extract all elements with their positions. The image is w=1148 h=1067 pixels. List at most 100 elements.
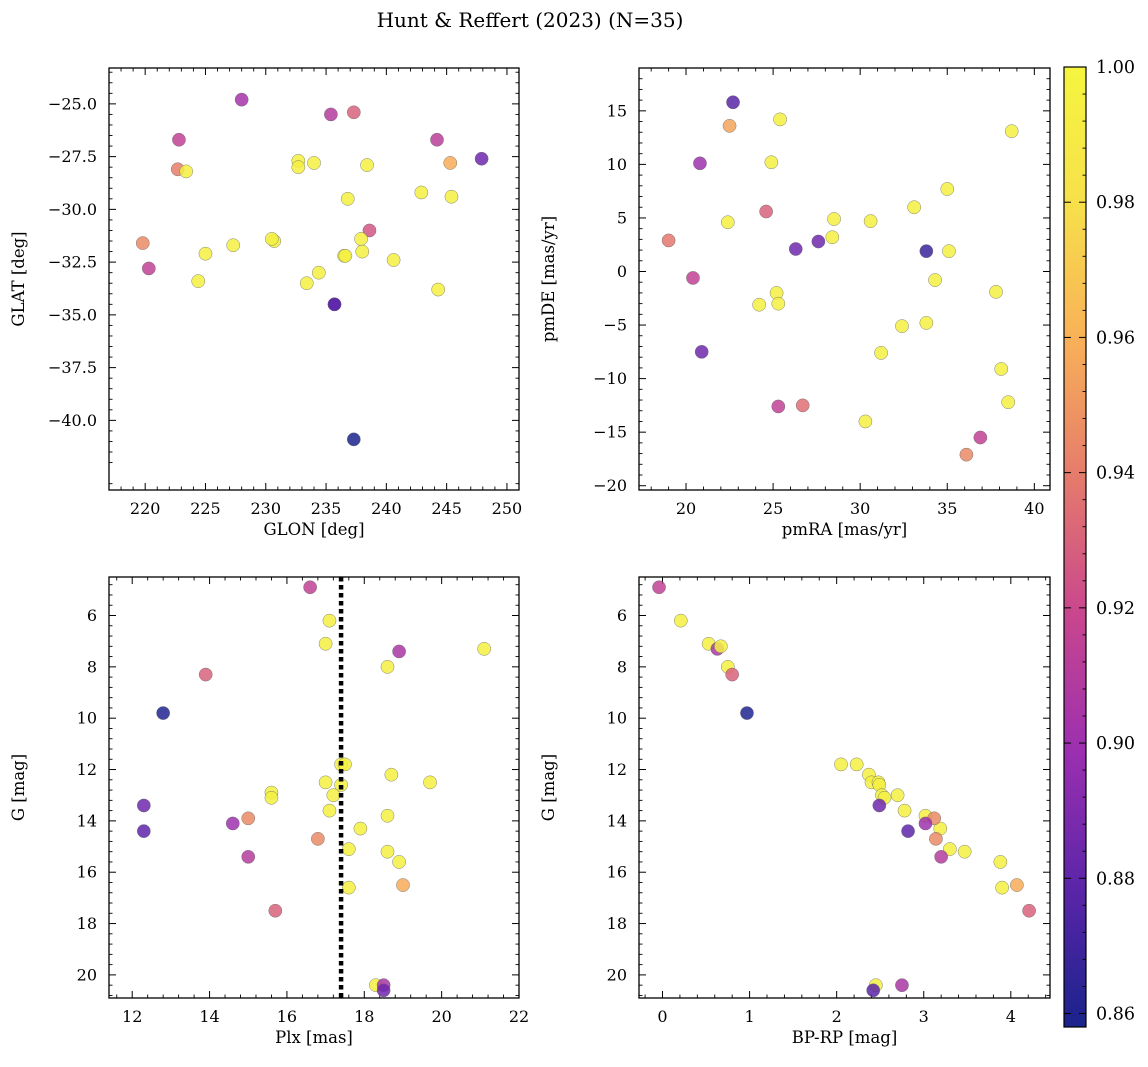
figure-title: Hunt & Reffert (2023) (N=35) bbox=[377, 8, 684, 32]
data-layer bbox=[661, 95, 1019, 462]
data-point bbox=[234, 92, 249, 107]
x-axis-label: Plx [mas] bbox=[275, 1028, 353, 1047]
data-point bbox=[740, 706, 754, 720]
x-tick-label: 12 bbox=[122, 1007, 142, 1026]
data-point bbox=[474, 151, 489, 166]
data-point bbox=[942, 244, 956, 259]
y-tick-label: −37.5 bbox=[48, 358, 97, 377]
y-tick-label: 15 bbox=[607, 101, 627, 120]
x-tick-label: 22 bbox=[509, 1007, 529, 1026]
y-tick-label: 18 bbox=[77, 914, 97, 933]
data-point bbox=[1004, 124, 1019, 139]
data-point bbox=[362, 223, 377, 238]
data-point bbox=[811, 234, 826, 249]
x-axis-label: GLON [deg] bbox=[263, 520, 364, 539]
data-point bbox=[380, 844, 395, 859]
data-point bbox=[866, 983, 881, 998]
data-point bbox=[307, 156, 321, 170]
x-tick-label: 16 bbox=[277, 1007, 297, 1026]
x-tick-label: 20 bbox=[676, 499, 696, 518]
x-tick-label: 245 bbox=[431, 499, 462, 518]
x-tick-label: 225 bbox=[190, 499, 221, 518]
data-point bbox=[327, 297, 342, 312]
data-point bbox=[324, 107, 338, 122]
data-point bbox=[355, 244, 370, 259]
y-tick-label: −20 bbox=[593, 476, 627, 495]
y-tick-label: 12 bbox=[607, 760, 627, 779]
data-point bbox=[386, 253, 401, 267]
data-point bbox=[989, 285, 1003, 299]
x-tick-label: 250 bbox=[492, 499, 523, 518]
y-tick-label: 16 bbox=[607, 863, 627, 882]
data-point bbox=[725, 667, 740, 682]
panel-pmra-pmde: 20 25 30 35 40 15 10 5 0 −5 −10 −15 −20 pmRA [mas/yr]… bbox=[539, 67, 1051, 539]
y-tick-label: −27.5 bbox=[48, 147, 97, 166]
y-axis-label: G [mag] bbox=[9, 754, 28, 821]
x-tick-label: 4 bbox=[1006, 1007, 1016, 1026]
data-point bbox=[135, 236, 150, 250]
x-tick-label: 220 bbox=[130, 499, 161, 518]
y-tick-label: −40.0 bbox=[48, 411, 97, 430]
data-point bbox=[136, 798, 151, 813]
data-point bbox=[929, 831, 943, 846]
data-point bbox=[380, 808, 395, 823]
data-point bbox=[652, 580, 666, 595]
x-tick-label: 230 bbox=[250, 499, 281, 518]
data-point bbox=[311, 265, 326, 280]
data-point bbox=[241, 849, 256, 864]
data-point bbox=[714, 639, 728, 654]
x-tick-label: 40 bbox=[1024, 499, 1044, 518]
data-point bbox=[907, 200, 922, 215]
data-point bbox=[346, 432, 361, 447]
data-point bbox=[957, 844, 972, 859]
y-tick-label: 10 bbox=[77, 709, 97, 728]
data-point bbox=[694, 344, 709, 359]
data-point bbox=[919, 316, 934, 330]
data-layer bbox=[136, 580, 492, 998]
data-point bbox=[341, 842, 356, 856]
y-tick-label: 5 bbox=[617, 208, 627, 227]
data-point bbox=[198, 667, 213, 682]
x-axis-label: BP-RP [mag] bbox=[792, 1028, 898, 1047]
data-point bbox=[849, 757, 864, 772]
data-point bbox=[396, 878, 410, 892]
x-tick-label: 25 bbox=[763, 499, 783, 518]
y-tick-label: −35.0 bbox=[48, 305, 97, 324]
data-point bbox=[995, 880, 1009, 895]
colorbar-tick-label: 0.92 bbox=[1096, 599, 1135, 619]
data-point bbox=[268, 903, 283, 918]
data-point bbox=[895, 319, 909, 333]
data-point bbox=[1010, 878, 1024, 892]
y-tick-label: 14 bbox=[77, 811, 97, 830]
data-point bbox=[322, 803, 337, 818]
data-point bbox=[444, 189, 459, 204]
data-point bbox=[179, 164, 194, 179]
data-point bbox=[764, 155, 779, 170]
data-point bbox=[198, 246, 213, 261]
data-point bbox=[722, 118, 737, 133]
axes-frame bbox=[108, 576, 520, 999]
data-point bbox=[318, 636, 333, 651]
y-tick-label: 20 bbox=[77, 965, 97, 984]
data-point bbox=[825, 230, 840, 245]
y-tick-label: 8 bbox=[617, 657, 627, 676]
y-tick-label: −15 bbox=[593, 423, 627, 442]
data-point bbox=[191, 274, 206, 288]
x-tick-label: 1 bbox=[744, 1007, 754, 1026]
y-axis-label: pmDE [mas/yr] bbox=[539, 216, 558, 342]
x-tick-label: 20 bbox=[431, 1007, 451, 1026]
data-point bbox=[863, 214, 878, 229]
colorbar: 0.86 0.88 0.90 0.92 0.94 0.96 0.98 1.00 bbox=[1063, 58, 1135, 1028]
data-point bbox=[303, 580, 317, 595]
data-point bbox=[673, 613, 688, 628]
x-axis-label: pmRA [mas/yr] bbox=[782, 520, 907, 539]
data-point bbox=[993, 855, 1008, 869]
data-point bbox=[759, 204, 773, 219]
data-point bbox=[346, 105, 361, 120]
y-tick-label: −10 bbox=[593, 369, 627, 388]
y-tick-label: 20 bbox=[607, 965, 627, 984]
data-point bbox=[430, 132, 444, 147]
data-point bbox=[354, 232, 368, 246]
data-point bbox=[341, 880, 356, 895]
